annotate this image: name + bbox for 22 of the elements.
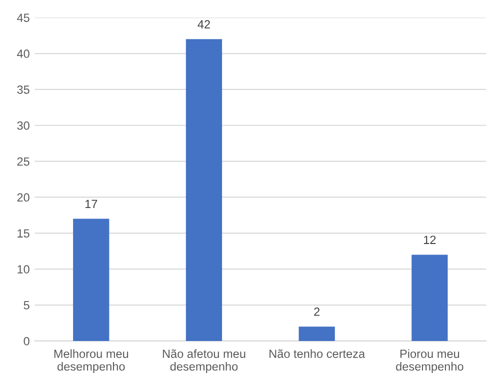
x-tick-label: Não tenho certeza <box>270 349 366 358</box>
data-label: 12 <box>424 236 436 244</box>
y-tick-label: 15 <box>18 229 30 238</box>
bar <box>73 218 110 341</box>
y-tick-label: 10 <box>18 265 30 274</box>
x-tick-label: Piorou meu desempenho <box>396 349 464 374</box>
y-tick-label: 5 <box>24 301 30 310</box>
data-label: 42 <box>198 20 210 28</box>
y-tick-label: 35 <box>17 85 30 94</box>
y-tick-label: 30 <box>17 121 30 130</box>
bar <box>298 326 335 341</box>
x-tick-label: Não afetou meu desempenho <box>162 349 246 374</box>
y-tick-label: 25 <box>17 157 30 166</box>
data-label: 2 <box>314 308 320 316</box>
bar <box>186 39 222 341</box>
y-tick-label: 45 <box>17 14 30 22</box>
x-tick-label: Melhorou meu desempenho <box>54 349 128 374</box>
y-tick-label: 0 <box>24 336 30 346</box>
y-tick-label: 40 <box>17 50 30 58</box>
bar <box>412 254 448 341</box>
data-label: 17 <box>85 200 98 208</box>
y-tick-label: 20 <box>17 193 30 202</box>
